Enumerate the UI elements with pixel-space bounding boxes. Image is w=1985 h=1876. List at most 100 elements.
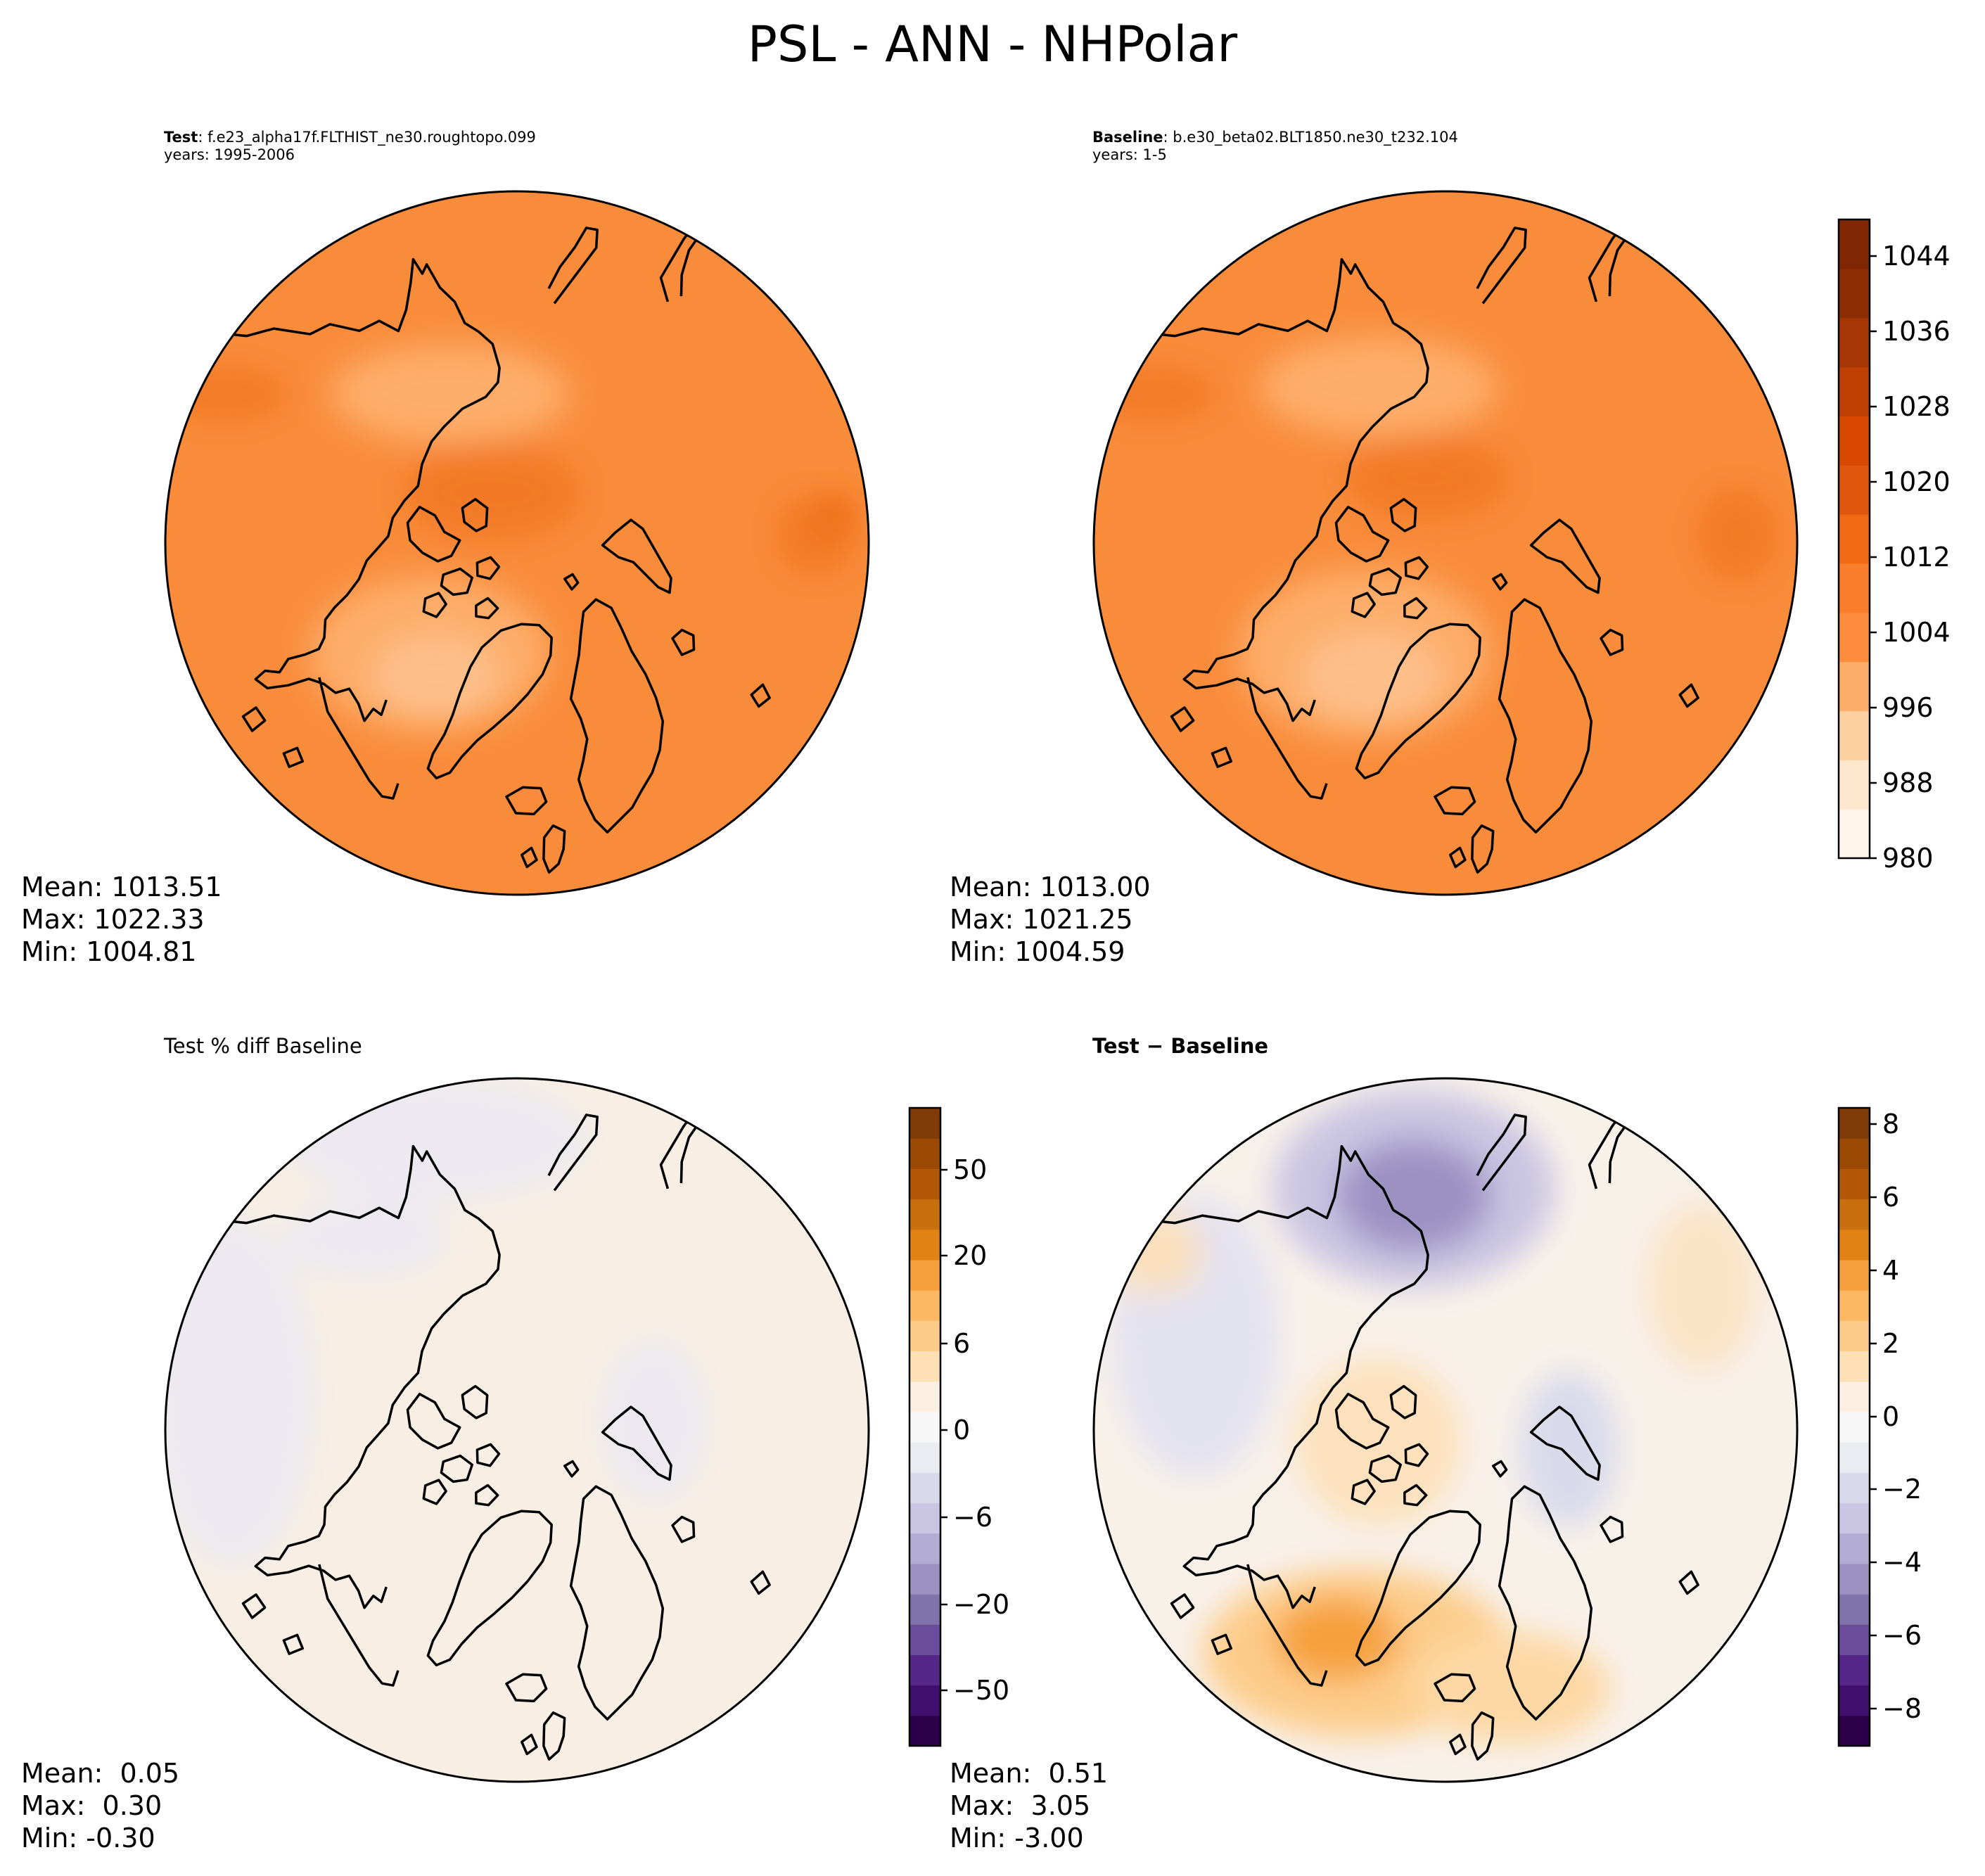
colorbar-diff: −8 −6 −4 −2 0 2 4 6 8	[1837, 1106, 1922, 1747]
pct-colorbar-tick-label: −50	[953, 1675, 1009, 1706]
test-header: Test: f.e23_alpha17f.FLTHIST_ne30.rought…	[164, 129, 536, 164]
pct-colorbar-swatch	[909, 1290, 940, 1321]
baseline-case: : b.e30_beta02.BLT1850.ne30_t232.104	[1163, 129, 1458, 146]
abs-colorbar-swatch	[1839, 563, 1870, 613]
diff-colorbar-tick-label: 8	[1882, 1109, 1899, 1140]
diff-colorbar-swatch	[1839, 1654, 1870, 1686]
abs-colorbar-swatch	[1839, 219, 1870, 269]
test-map	[164, 190, 870, 896]
figure-title: PSL - ANN - NHPolar	[747, 15, 1238, 73]
pct-colorbar-swatch	[909, 1320, 940, 1352]
diff-colorbar-swatch	[1839, 1715, 1870, 1747]
abs-colorbar-swatch	[1839, 366, 1870, 416]
diff-colorbar-tick-label: −2	[1882, 1474, 1922, 1505]
diff-colorbar-swatch	[1839, 1411, 1870, 1443]
diff-title: Test − Baseline	[1092, 1034, 1269, 1058]
pct-colorbar-swatch	[909, 1138, 940, 1169]
baseline-years: years: 1-5	[1092, 146, 1167, 163]
diff-colorbar-swatch	[1839, 1320, 1870, 1352]
diff-colorbar-tick-label: −4	[1882, 1547, 1922, 1578]
abs-colorbar-swatch	[1839, 612, 1870, 663]
diff-colorbar-swatch	[1839, 1259, 1870, 1291]
baseline-header: Baseline: b.e30_beta02.BLT1850.ne30_t232…	[1092, 129, 1458, 164]
pct-colorbar-frame	[908, 1106, 942, 1747]
pct-colorbar-swatch	[909, 1108, 940, 1139]
pct-colorbar-swatch	[909, 1654, 940, 1686]
pct-colorbar-swatch	[909, 1715, 940, 1747]
diff-mean: Mean: 0.51	[950, 1758, 1109, 1789]
diff-colorbar-swatch	[1839, 1108, 1870, 1139]
diff-colorbar-frame	[1837, 1106, 1871, 1747]
test-case: : f.e23_alpha17f.FLTHIST_ne30.roughtopo.…	[198, 129, 536, 146]
pct-colorbar-swatch	[909, 1381, 940, 1412]
test-stats: Mean: 1013.51 Max: 1022.33 Min: 1004.81	[21, 871, 222, 968]
abs-colorbar-tick-label: 1004	[1882, 617, 1951, 648]
pct-colorbar-swatch	[909, 1594, 940, 1625]
test-mean: Mean: 1013.51	[21, 872, 222, 902]
baseline-max: Max: 1021.25	[950, 904, 1133, 935]
test-min: Min: 1004.81	[21, 936, 197, 967]
test-label: Test	[164, 129, 198, 146]
baseline-min: Min: 1004.59	[950, 936, 1125, 967]
pct-colorbar-swatch	[909, 1624, 940, 1656]
pct-colorbar-swatch	[909, 1168, 940, 1200]
diff-colorbar-swatch	[1839, 1351, 1870, 1382]
pct-colorbar-tick-label: 20	[953, 1240, 987, 1271]
diff-colorbar-tick-label: −6	[1882, 1620, 1922, 1651]
abs-colorbar-swatch	[1839, 465, 1870, 515]
abs-colorbar-swatch	[1839, 710, 1870, 760]
abs-colorbar-swatch	[1839, 760, 1870, 810]
diff-colorbar-swatch	[1839, 1472, 1870, 1504]
abs-colorbar-swatch	[1839, 268, 1870, 319]
abs-colorbar-swatch	[1839, 416, 1870, 466]
baseline-mean: Mean: 1013.00	[950, 872, 1151, 902]
abs-colorbar-tick-label: 1012	[1882, 542, 1951, 573]
diff-colorbar-swatch	[1839, 1381, 1870, 1412]
baseline-label: Baseline	[1092, 129, 1163, 146]
colorbar-pctdiff: −50 −20 −6 0 6 20 50	[908, 1106, 1009, 1747]
pct-colorbar-swatch	[909, 1259, 940, 1291]
pct-colorbar-swatch	[909, 1502, 940, 1534]
test-years: years: 1995-2006	[164, 146, 295, 163]
diff-max: Max: 3.05	[950, 1790, 1091, 1821]
diff-colorbar-swatch	[1839, 1533, 1870, 1564]
pct-colorbar-tick-label: 0	[953, 1415, 970, 1446]
diff-colorbar-swatch	[1839, 1199, 1870, 1230]
diff-colorbar-swatch	[1839, 1138, 1870, 1169]
test-max: Max: 1022.33	[21, 904, 205, 935]
pct-colorbar-swatch	[909, 1199, 940, 1230]
diff-colorbar-swatch	[1839, 1168, 1870, 1200]
diff-stats: Mean: 0.51 Max: 3.05 Min: -3.00	[950, 1757, 1108, 1854]
diff-colorbar-tick-label: 6	[1882, 1182, 1899, 1213]
diff-colorbar-swatch	[1839, 1594, 1870, 1625]
diff-colorbar-swatch	[1839, 1685, 1870, 1716]
diff-colorbar-swatch	[1839, 1502, 1870, 1534]
baseline-map	[1092, 190, 1799, 896]
diff-map	[1092, 1077, 1799, 1783]
abs-colorbar-tick-label: 1020	[1882, 466, 1951, 497]
pct-colorbar-tick-label: 6	[953, 1328, 970, 1359]
abs-colorbar-swatch	[1839, 661, 1870, 712]
pctdiff-mean: Mean: 0.05	[21, 1758, 180, 1789]
diff-colorbar-swatch	[1839, 1563, 1870, 1595]
abs-colorbar-swatch	[1839, 514, 1870, 564]
diff-colorbar-tick-label: 0	[1882, 1401, 1899, 1432]
pctdiff-min: Min: -0.30	[21, 1823, 155, 1853]
pct-colorbar-tick-label: 50	[953, 1154, 987, 1185]
diff-colorbar-swatch	[1839, 1624, 1870, 1656]
abs-colorbar-tick-label: 1036	[1882, 316, 1951, 347]
colorbar-abs: 980 988 996 1004 1012 1020 1028 1036 1044	[1837, 218, 1951, 874]
pct-colorbar-swatch	[909, 1351, 940, 1382]
abs-colorbar-swatch	[1839, 809, 1870, 859]
diff-colorbar-swatch	[1839, 1290, 1870, 1321]
abs-colorbar-tick-label: 1028	[1882, 391, 1951, 422]
abs-colorbar-tick-label: 988	[1882, 767, 1934, 798]
abs-colorbar-frame	[1837, 218, 1871, 860]
pct-colorbar-swatch	[909, 1533, 940, 1564]
pctdiff-max: Max: 0.30	[21, 1790, 162, 1821]
abs-colorbar-tick-label: 996	[1882, 692, 1934, 723]
diff-colorbar-tick-label: 4	[1882, 1255, 1899, 1286]
pct-colorbar-swatch	[909, 1442, 940, 1473]
abs-colorbar-tick-label: 1044	[1882, 241, 1951, 272]
